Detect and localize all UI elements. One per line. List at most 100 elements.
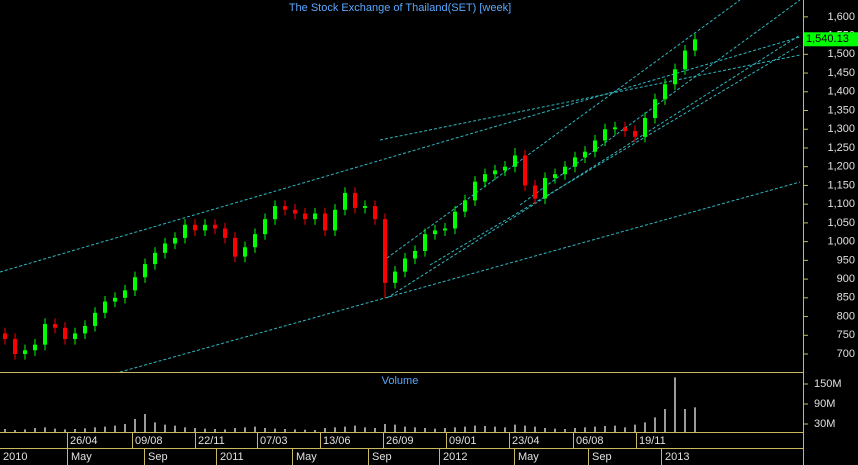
x-tick-label: 07/03 [260, 435, 288, 447]
candle-body [223, 228, 227, 238]
candle-body [273, 206, 277, 220]
volume-bar [4, 429, 6, 432]
x-tick-label: 09/08 [135, 435, 163, 447]
candle-body [603, 129, 607, 141]
candle-body [183, 224, 187, 238]
volume-bar [214, 429, 216, 432]
candle-body [213, 224, 217, 229]
candle-body [243, 247, 247, 257]
volume-bar [194, 428, 196, 432]
y-tick-label: 1,050 [827, 217, 855, 229]
candle-body [23, 350, 27, 355]
y-tick-label: 1,350 [827, 104, 855, 116]
volume-bar [404, 426, 406, 432]
candle-body [623, 127, 627, 132]
candle-body [313, 213, 317, 220]
x-period-label: Sep [592, 451, 612, 463]
candle-body [433, 230, 437, 235]
candle-body [103, 301, 107, 313]
candle-body [163, 243, 167, 253]
candle-body [683, 50, 687, 70]
candle-body [333, 209, 337, 231]
y-tick-label: 1,400 [827, 86, 855, 98]
candle-body [233, 237, 237, 257]
candle-body [263, 219, 267, 235]
volume-bar [474, 425, 476, 432]
candle-body [203, 224, 207, 231]
x-period-label: 2013 [665, 451, 689, 463]
y-tick-label: 700 [837, 348, 855, 360]
candle-body [673, 69, 677, 85]
x-period-label: 2012 [443, 451, 467, 463]
candle-body [553, 174, 557, 178]
volume-bar [574, 428, 576, 432]
y-tick-label: 800 [837, 310, 855, 322]
volume-bar [674, 377, 676, 432]
candle-body [73, 333, 77, 340]
volume-bar [504, 427, 506, 432]
volume-bar [654, 417, 656, 432]
candle-body [493, 170, 497, 175]
candle-body [93, 312, 97, 326]
volume-bar [664, 409, 666, 432]
x-period-label: May [71, 451, 92, 463]
volume-bar [304, 429, 306, 432]
candle-body [283, 206, 287, 210]
volume-bar [634, 424, 636, 432]
candle-body [663, 84, 667, 100]
y-tick-label: 1,200 [827, 161, 855, 173]
y-tick-label: 1,150 [827, 179, 855, 191]
last-price-label: 1,540.13 [806, 33, 849, 45]
x-tick-label: 09/01 [449, 435, 477, 447]
volume-bar [164, 424, 166, 432]
x-tick-label: 06/08 [576, 435, 604, 447]
volume-bar [254, 426, 256, 432]
volume-bar [604, 426, 606, 432]
candle-body [443, 228, 447, 231]
volume-bar [284, 429, 286, 432]
candle-body [63, 327, 67, 340]
volume-bar [44, 427, 46, 432]
candle-body [593, 140, 597, 152]
volume-bar [54, 428, 56, 432]
volume-title: Volume [382, 375, 419, 387]
volume-bar [314, 430, 316, 432]
candle-body [693, 39, 697, 51]
x-tick-label: 19/11 [639, 435, 666, 447]
volume-bar [224, 429, 226, 432]
volume-bar [264, 428, 266, 432]
x-tick-label: 26/04 [70, 435, 98, 447]
volume-bar [354, 425, 356, 432]
volume-bar [84, 428, 86, 432]
volume-tick-label: 90M [814, 398, 835, 410]
y-tick-label: 1,500 [827, 48, 855, 60]
volume-bar [524, 425, 526, 432]
candle-body [173, 237, 177, 244]
volume-bar [444, 428, 446, 432]
volume-bar [364, 427, 366, 432]
candle-body [363, 206, 367, 208]
volume-bar [74, 429, 76, 432]
candle-body [3, 333, 7, 340]
candle-body [393, 271, 397, 283]
volume-bar [174, 425, 176, 432]
candle-body [353, 192, 357, 208]
candle-body [463, 200, 467, 212]
x-period-label: Sep [148, 451, 168, 463]
candle-body [453, 211, 457, 229]
candle-body [293, 209, 297, 214]
candle-body [123, 290, 127, 298]
x-period-label: May [518, 451, 539, 463]
candle-body [533, 185, 537, 199]
volume-bar [334, 427, 336, 432]
x-tick-label: 26/09 [386, 435, 414, 447]
volume-bar [564, 429, 566, 432]
y-tick-label: 1,600 [827, 11, 855, 23]
candle-body [403, 258, 407, 272]
volume-bar [534, 426, 536, 432]
candle-body [543, 177, 547, 199]
volume-tick-label: 30M [814, 418, 835, 430]
candle-body [113, 297, 117, 302]
candle-body [303, 213, 307, 220]
